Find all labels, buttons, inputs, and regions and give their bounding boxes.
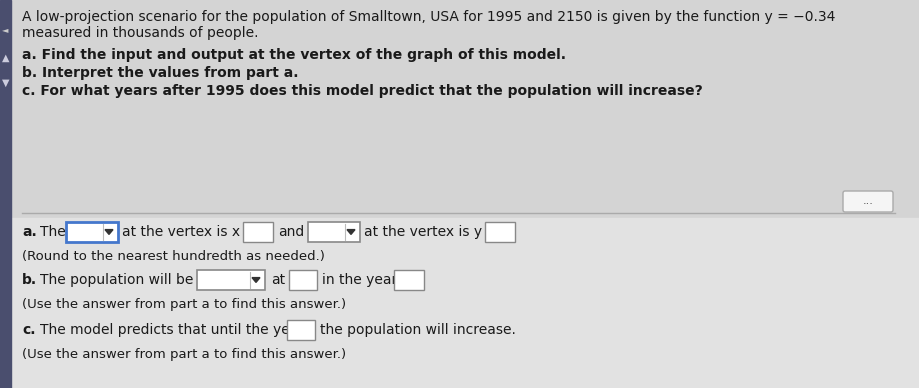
Text: c. For what years after 1995 does this model predict that the population will in: c. For what years after 1995 does this m… (22, 84, 703, 98)
FancyBboxPatch shape (843, 191, 893, 212)
Polygon shape (252, 277, 260, 282)
Text: ◄: ◄ (2, 26, 9, 35)
Text: b. Interpret the values from part a.: b. Interpret the values from part a. (22, 66, 299, 80)
Bar (308, 222, 360, 242)
Bar (289, 270, 317, 290)
Text: and: and (278, 225, 304, 239)
Text: (Round to the nearest hundredth as needed.): (Round to the nearest hundredth as neede… (22, 250, 325, 263)
Text: a. Find the input and output at the vertex of the graph of this model.: a. Find the input and output at the vert… (22, 48, 566, 62)
Text: A low-projection scenario for the population of Smalltown, USA for 1995 and 2150: A low-projection scenario for the popula… (22, 10, 835, 24)
Text: at: at (271, 273, 285, 287)
Bar (197, 270, 265, 290)
Bar (287, 320, 315, 340)
Text: measured in thousands of people.: measured in thousands of people. (22, 26, 258, 40)
Text: ▲: ▲ (2, 53, 9, 63)
Text: The: The (40, 225, 66, 239)
Text: ▼: ▼ (2, 78, 9, 88)
Text: The model predicts that until the year: The model predicts that until the year (40, 323, 304, 337)
Bar (66, 222, 118, 242)
Text: in the year: in the year (322, 273, 397, 287)
Text: (Use the answer from part a to find this answer.): (Use the answer from part a to find this… (22, 348, 346, 361)
Text: the population will increase.: the population will increase. (320, 323, 516, 337)
Bar (485, 222, 515, 242)
Text: The population will be: The population will be (40, 273, 193, 287)
Bar (243, 222, 273, 242)
Text: a.: a. (22, 225, 37, 239)
Text: (Use the answer from part a to find this answer.): (Use the answer from part a to find this… (22, 298, 346, 311)
Text: c.: c. (22, 323, 36, 337)
Bar (0, 0, 11, 388)
Text: ...: ... (863, 196, 873, 206)
Bar (0, 0, 919, 218)
Text: b.: b. (22, 273, 37, 287)
Bar (394, 270, 424, 290)
Text: at the vertex is x ≈: at the vertex is x ≈ (122, 225, 256, 239)
Text: at the vertex is y ≈: at the vertex is y ≈ (364, 225, 498, 239)
Bar (0, 218, 919, 388)
Polygon shape (105, 230, 113, 234)
Polygon shape (347, 230, 355, 234)
